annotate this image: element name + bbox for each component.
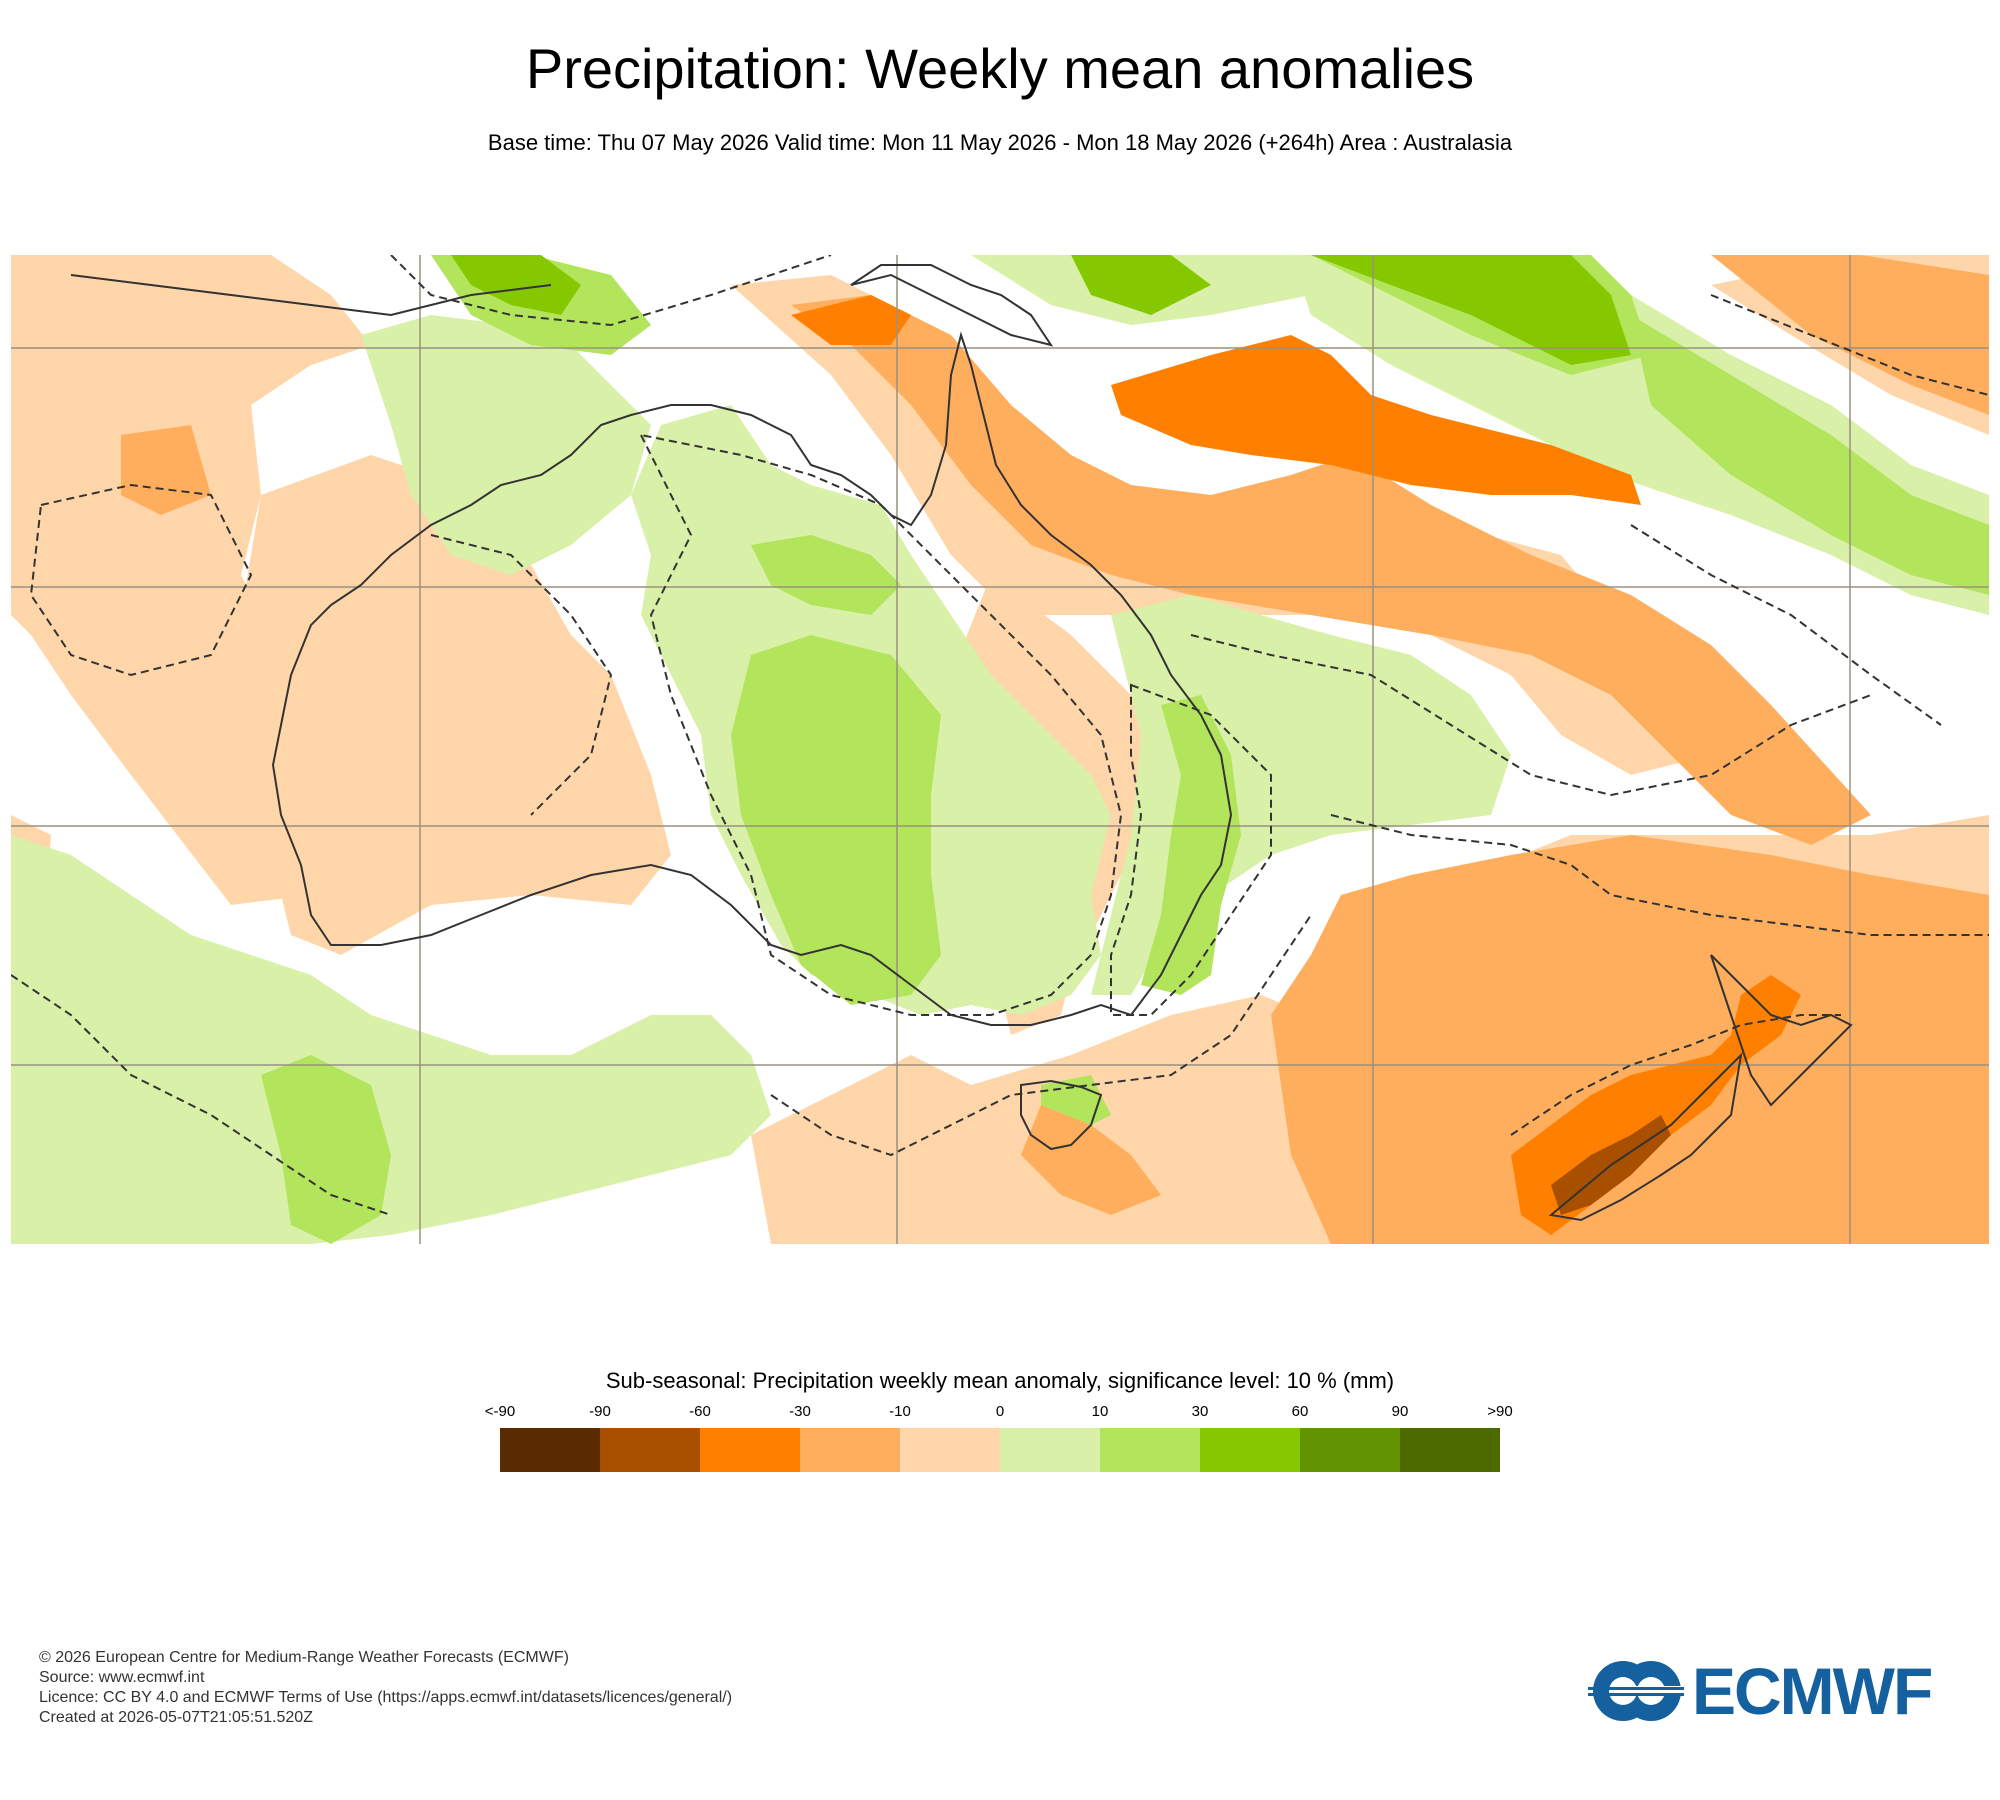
anomaly-region-coral-sea-orange: [1111, 335, 1641, 505]
legend-swatch: [1400, 1428, 1500, 1472]
anomaly-region-ng-bright: [451, 255, 581, 315]
legend-swatch: [1300, 1428, 1400, 1472]
legend-label: -30: [789, 1403, 811, 1420]
new-zealand-north-coastline: [1710, 954, 1853, 1107]
new-zealand-south-coastline: [1548, 1052, 1743, 1222]
significance-contours: [11, 255, 1989, 1216]
anomaly-region-east-coast-green: [1141, 695, 1241, 995]
ecmwf-logo-text: ECMWF: [1692, 1654, 1933, 1728]
legend-label: 90: [1391, 1403, 1409, 1420]
anomaly-region-coral-sea-light: [791, 295, 1871, 845]
australia-coastline: [271, 331, 1233, 1026]
legend-swatch: [800, 1428, 900, 1472]
new-guinea-coastline: [850, 264, 1054, 347]
legend-label: <-90: [484, 1403, 516, 1420]
page-title: Precipitation: Weekly mean anomalies: [525, 37, 1475, 100]
page-subtitle: Base time: Thu 07 May 2026 Valid time: M…: [487, 130, 1513, 155]
indonesia-coastline: [70, 274, 552, 317]
anomaly-region-ng-orange: [791, 295, 911, 345]
anomaly-region-indian-ocean: [11, 835, 771, 1244]
anomaly-region-pacific-band: [1631, 315, 1989, 595]
anomaly-region-north-queensland-green: [751, 535, 901, 615]
legend-label: -60: [689, 1403, 711, 1420]
legend-swatch: [500, 1428, 600, 1472]
legend-swatch: [700, 1428, 800, 1472]
legend-swatch: [900, 1428, 1000, 1472]
anomaly-region-tasmania-light: [1021, 1105, 1161, 1215]
anomaly-region-southern-light: [1271, 835, 1989, 1244]
anomaly-region-indian-green-blob: [261, 1055, 391, 1244]
created-text: Created at 2026-05-07T21:05:51.520Z: [39, 1709, 313, 1726]
source-text: Source: www.ecmwf.int: [39, 1669, 205, 1686]
legend-swatch: [1000, 1428, 1100, 1472]
legend-swatch: [600, 1428, 700, 1472]
legend-color-bar: [500, 1428, 1500, 1472]
legend-label: 10: [1091, 1403, 1109, 1420]
legend-label: 0: [995, 1403, 1005, 1420]
anomaly-region-pacific-bright-2: [1311, 255, 1631, 365]
copyright-text: © 2026 European Centre for Medium-Range …: [39, 1649, 569, 1666]
legend-label: -10: [889, 1403, 911, 1420]
coastlines: [70, 264, 1853, 1222]
ecmwf-logo: ECMWF: [1588, 1656, 1968, 1726]
legend-swatch: [1200, 1428, 1300, 1472]
footer-credits: © 2026 European Centre for Medium-Range …: [39, 1648, 732, 1728]
map-gridlines: [11, 255, 1989, 1244]
legend-swatch: [1100, 1428, 1200, 1472]
tasmania-coastline: [1020, 1079, 1103, 1151]
anomaly-region-inland-green: [731, 635, 941, 1005]
legend-label: 60: [1291, 1403, 1309, 1420]
anomaly-map: [11, 255, 1989, 1244]
legend-label: -90: [589, 1403, 611, 1420]
ecmwf-logo-mark: [1588, 1661, 1684, 1721]
legend-label: >90: [1487, 1403, 1513, 1420]
legend-labels: <-90 -90 -60 -30 -10 0 10 30 60 90 >90: [0, 1403, 2000, 1423]
anomaly-region-west-australia: [241, 455, 671, 955]
anomaly-region-pacific-bright: [1071, 255, 1211, 315]
legend-title: Sub-seasonal: Precipitation weekly mean …: [605, 1368, 1395, 1393]
licence-text: Licence: CC BY 4.0 and ECMWF Terms of Us…: [39, 1689, 733, 1706]
legend-label: 30: [1191, 1403, 1209, 1420]
anomaly-region-northwest-green: [361, 315, 651, 575]
